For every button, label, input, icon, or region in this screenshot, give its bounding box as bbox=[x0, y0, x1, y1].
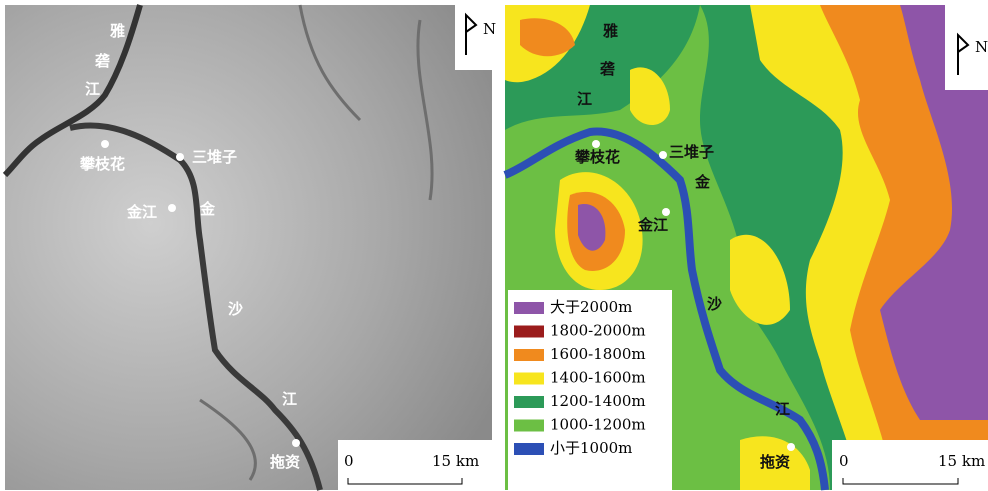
legend-swatch bbox=[514, 420, 544, 432]
river-label: 江 bbox=[577, 90, 592, 108]
river-label: 沙 bbox=[228, 300, 243, 318]
grayscale-dem bbox=[5, 5, 492, 490]
legend-swatch bbox=[514, 443, 544, 455]
river-label: 砻 bbox=[94, 52, 110, 70]
place-label: 金江 bbox=[637, 216, 668, 234]
place-label: 金江 bbox=[126, 203, 157, 221]
legend-swatch bbox=[514, 396, 544, 408]
river-label: 江 bbox=[775, 400, 790, 418]
north-label: N bbox=[975, 38, 988, 56]
place-label: 攀枝花 bbox=[79, 155, 125, 173]
place-label: 拖资 bbox=[760, 453, 790, 471]
river-label: 金 bbox=[694, 173, 711, 191]
page: N N 0 15 km 0 15 km 雅 砻 江 金 沙 江 攀枝花 三堆子 … bbox=[0, 0, 988, 491]
legend-label: 1800-2000m bbox=[550, 322, 646, 340]
legend-swatch bbox=[514, 302, 544, 314]
legend-swatch bbox=[514, 373, 544, 385]
scale-start: 0 bbox=[344, 452, 354, 470]
river-label: 雅 bbox=[109, 22, 125, 40]
legend-label: 1600-1800m bbox=[550, 345, 646, 363]
river-label: 江 bbox=[85, 80, 100, 98]
legend-swatch bbox=[514, 349, 544, 361]
place-label: 三堆子 bbox=[192, 148, 237, 166]
legend-label: 大于2000m bbox=[550, 298, 632, 316]
river-label: 雅 bbox=[602, 22, 618, 40]
place-label: 拖资 bbox=[270, 453, 300, 471]
north-label: N bbox=[483, 20, 496, 38]
scale-start: 0 bbox=[839, 452, 849, 470]
scale-end: 15 km bbox=[432, 452, 479, 470]
place-label: 三堆子 bbox=[669, 143, 714, 161]
river-label: 江 bbox=[282, 390, 297, 408]
legend-label: 1400-1600m bbox=[550, 369, 646, 387]
river-label: 沙 bbox=[707, 295, 722, 313]
scale-end: 15 km bbox=[938, 452, 985, 470]
legend-swatch bbox=[514, 326, 544, 338]
legend-label: 1000-1200m bbox=[550, 416, 646, 434]
legend-label: 小于1000m bbox=[550, 439, 632, 457]
river-label: 砻 bbox=[599, 60, 615, 78]
place-label: 攀枝花 bbox=[574, 148, 620, 166]
river-label: 金 bbox=[199, 200, 216, 218]
legend-label: 1200-1400m bbox=[550, 392, 646, 410]
